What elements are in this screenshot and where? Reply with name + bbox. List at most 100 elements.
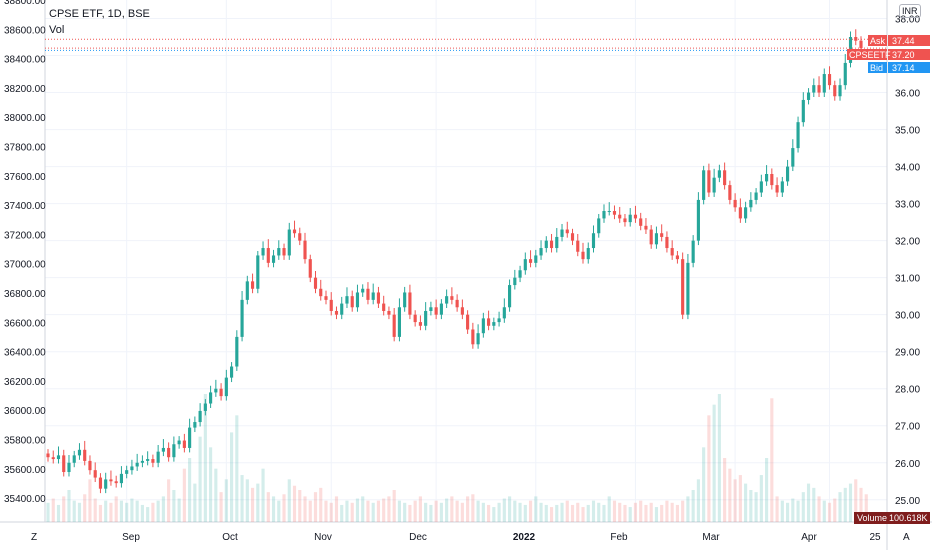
candle	[492, 322, 496, 326]
auto-scale-button-right[interactable]: A	[903, 532, 910, 543]
candle	[822, 74, 826, 93]
volume-indicator-label[interactable]: Vol	[49, 24, 65, 36]
volume-bar	[780, 500, 784, 522]
volume-bar	[633, 502, 638, 522]
candle	[350, 296, 354, 308]
volume-bar	[822, 500, 826, 522]
volume-bar	[686, 496, 690, 522]
candle	[230, 366, 234, 378]
volume-bar	[98, 504, 103, 522]
candle	[544, 240, 548, 249]
candle	[424, 310, 428, 326]
left-axis-tick-label: 36800.00	[4, 289, 46, 300]
price-lines	[45, 38, 887, 51]
volume-bar	[434, 500, 438, 522]
candle	[319, 288, 323, 297]
candle	[298, 233, 302, 241]
svg-text:Ask: Ask	[870, 36, 886, 46]
left-axis-tick-label: 37400.00	[4, 201, 46, 212]
candle	[77, 449, 82, 456]
candle	[361, 288, 365, 293]
candle	[618, 214, 622, 219]
volume-bar	[130, 498, 134, 522]
volume-bar	[675, 504, 679, 522]
candle	[292, 229, 297, 234]
volume-bar	[560, 502, 564, 522]
right-axis-tick-label: 31.00	[895, 274, 920, 285]
volume-bar	[481, 502, 485, 522]
candle	[125, 470, 129, 474]
volume-bar	[607, 496, 611, 522]
time-axis: Sep Oct Nov Dec 2022 Feb Mar Apr 25	[122, 532, 881, 543]
volume-bar	[450, 496, 454, 522]
left-axis-tick-label: 36600.00	[4, 318, 46, 329]
candle	[644, 225, 648, 230]
volume-bar	[523, 504, 527, 522]
volume-bar	[754, 492, 758, 522]
svg-text:Volume: Volume	[857, 513, 887, 523]
volume-bar	[817, 496, 821, 522]
time-axis-tick-label: Sep	[122, 532, 140, 543]
volume-bar	[382, 498, 386, 522]
volume-bar	[838, 492, 842, 522]
candle	[214, 388, 218, 393]
right-axis-tick-label: 26.00	[895, 459, 920, 470]
volume-bar	[51, 498, 55, 522]
candle	[104, 479, 108, 489]
volume-bar	[570, 504, 575, 522]
candle	[744, 207, 748, 219]
volume-bar	[691, 490, 695, 522]
volume-bar	[219, 492, 223, 522]
candle	[109, 479, 113, 482]
candle	[93, 470, 97, 478]
candle	[308, 259, 312, 278]
candle	[466, 314, 470, 330]
candle	[382, 303, 386, 311]
volume-bar	[455, 500, 459, 522]
volume-bar	[319, 487, 323, 522]
volume-bar	[109, 502, 113, 522]
candle	[418, 322, 422, 326]
candle	[303, 240, 307, 260]
candle	[476, 333, 480, 345]
time-axis-tick-label: Nov	[314, 532, 332, 543]
candle	[209, 392, 213, 404]
candle	[681, 259, 685, 315]
volume-bar	[161, 496, 165, 522]
right-axis-tick-label: 25.00	[895, 496, 920, 507]
candle	[371, 292, 375, 300]
volume-bars	[46, 394, 868, 522]
candle	[72, 455, 76, 463]
volume-bar	[539, 502, 543, 522]
volume-bar	[83, 494, 87, 522]
auto-scale-button-left[interactable]: Z	[31, 532, 38, 543]
candle	[240, 299, 244, 337]
candle	[586, 248, 590, 260]
volume-bar	[355, 498, 360, 522]
candle	[801, 99, 805, 123]
volume-bar	[387, 496, 391, 522]
volume-bar	[188, 458, 192, 522]
candle	[172, 444, 176, 458]
volume-bar	[670, 502, 674, 522]
currency-badge[interactable]: INR	[899, 4, 921, 18]
left-axis-tick-label: 36200.00	[4, 377, 46, 388]
volume-bar	[812, 487, 816, 522]
volume-bar	[46, 502, 50, 522]
volume-bar	[340, 504, 344, 522]
candle	[628, 214, 632, 223]
right-axis: 38.0037.0036.0035.0034.0033.0032.0031.00…	[895, 15, 920, 507]
candle	[513, 277, 517, 286]
right-axis-tick-label: 32.00	[895, 237, 920, 248]
candle	[135, 462, 139, 467]
candle	[324, 296, 328, 300]
volume-bar	[681, 500, 685, 522]
volume-bar	[738, 475, 742, 522]
svg-text:100.618K: 100.618K	[889, 513, 928, 523]
candle	[581, 251, 585, 260]
volume-bar	[591, 500, 596, 522]
candle	[83, 449, 87, 461]
volume-bar	[104, 500, 108, 522]
